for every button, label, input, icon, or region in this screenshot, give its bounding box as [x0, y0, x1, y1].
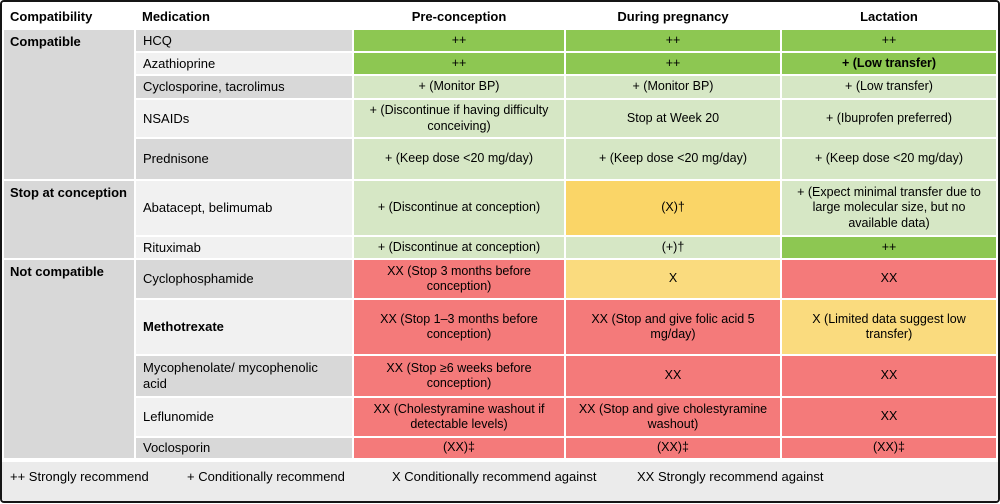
table-row-leflunomide: Leflunomide XX (Cholestyramine washout i…: [4, 398, 996, 436]
cell-pre-conception: XX (Cholestyramine washout if detectable…: [354, 398, 564, 436]
legend-strongly-recommend: ++ Strongly recommend: [10, 468, 149, 484]
medication-name: Mycophenolate/ mycophenolic acid: [136, 356, 352, 396]
column-header-pre-conception: Pre-conception: [354, 4, 564, 28]
cell-lactation: XX: [782, 398, 996, 436]
cell-pre-conception: XX (Stop 3 months before conception): [354, 260, 564, 298]
cell-pre-conception: ++: [354, 30, 564, 51]
medication-name: Cyclophosphamide: [136, 260, 352, 298]
header-row: Compatibility Medication Pre-conception …: [4, 4, 996, 28]
cell-lactation: ++: [782, 237, 996, 258]
cell-during-pregnancy: + (Monitor BP): [566, 76, 780, 98]
group-label-compatible: Compatible: [4, 30, 134, 179]
cell-pre-conception: ++: [354, 53, 564, 74]
cell-during-pregnancy: ++: [566, 53, 780, 74]
table-row-azathioprine: Azathioprine ++ ++ + (Low transfer): [4, 53, 996, 74]
group-label-stop-at-conception: Stop at conception: [4, 181, 134, 258]
cell-lactation: ++: [782, 30, 996, 51]
column-header-during-pregnancy: During pregnancy: [566, 4, 780, 28]
medication-name: Abatacept, belimumab: [136, 181, 352, 235]
cell-during-pregnancy: Stop at Week 20: [566, 100, 780, 137]
table-row-cyclophosphamide: Not compatible Cyclophosphamide XX (Stop…: [4, 260, 996, 458]
legend-bar: ++ Strongly recommend + Conditionally re…: [2, 459, 998, 501]
cell-lactation: XX: [782, 260, 996, 298]
table-row-prednisone: Prednisone + (Keep dose <20 mg/day) + (K…: [4, 139, 996, 179]
legend-conditionally-recommend-against: X Conditionally recommend against: [392, 468, 597, 484]
cell-during-pregnancy: XX: [566, 356, 780, 396]
cell-pre-conception: XX (Stop 1–3 months before conception): [354, 300, 564, 354]
legend-conditionally-recommend: + Conditionally recommend: [187, 468, 345, 484]
cell-pre-conception: + (Discontinue if having difficulty conc…: [354, 100, 564, 137]
cell-during-pregnancy: + (Keep dose <20 mg/day): [566, 139, 780, 179]
group-label-not-compatible: Not compatible: [4, 260, 134, 458]
cell-during-pregnancy: X: [566, 260, 780, 298]
column-header-lactation: Lactation: [782, 4, 996, 28]
cell-pre-conception: + (Discontinue at conception): [354, 237, 564, 258]
column-header-compatibility: Compatibility: [4, 4, 134, 28]
medication-name: Leflunomide: [136, 398, 352, 436]
cell-lactation: (XX)‡: [782, 438, 996, 458]
medication-name: Methotrexate: [136, 300, 352, 354]
cell-pre-conception: (XX)‡: [354, 438, 564, 458]
medication-name: Prednisone: [136, 139, 352, 179]
medication-name: NSAIDs: [136, 100, 352, 137]
table-row-cyclosporine-tacrolimus: Cyclosporine, tacrolimus + (Monitor BP) …: [4, 76, 996, 98]
medication-name: HCQ: [136, 30, 352, 51]
table-row-hcq: Compatible HCQ ++ ++ ++: [4, 30, 996, 179]
cell-pre-conception: + (Keep dose <20 mg/day): [354, 139, 564, 179]
cell-during-pregnancy: (+)†: [566, 237, 780, 258]
cell-during-pregnancy: XX (Stop and give folic acid 5 mg/day): [566, 300, 780, 354]
table-row-rituximab: Rituximab + (Discontinue at conception) …: [4, 237, 996, 258]
cell-lactation: + (Expect minimal transfer due to large …: [782, 181, 996, 235]
cell-during-pregnancy: (X)†: [566, 181, 780, 235]
cell-during-pregnancy: (XX)‡: [566, 438, 780, 458]
table-row-nsaids: NSAIDs + (Discontinue if having difficul…: [4, 100, 996, 137]
cell-lactation: + (Ibuprofen preferred): [782, 100, 996, 137]
cell-pre-conception: XX (Stop ≥6 weeks before conception): [354, 356, 564, 396]
medication-name: Voclosporin: [136, 438, 352, 458]
cell-during-pregnancy: ++: [566, 30, 780, 51]
cell-lactation: + (Low transfer): [782, 76, 996, 98]
cell-lactation: XX: [782, 356, 996, 396]
cell-pre-conception: + (Monitor BP): [354, 76, 564, 98]
legend-strongly-recommend-against: XX Strongly recommend against: [637, 468, 824, 484]
column-header-medication: Medication: [136, 4, 352, 28]
medication-name: Rituximab: [136, 237, 352, 258]
table-row-methotrexate: Methotrexate XX (Stop 1–3 months before …: [4, 300, 996, 354]
medication-compatibility-table: Compatibility Medication Pre-conception …: [2, 2, 998, 460]
cell-pre-conception: + (Discontinue at conception): [354, 181, 564, 235]
table-row-mycophenolate: Mycophenolate/ mycophenolic acid XX (Sto…: [4, 356, 996, 396]
medication-name: Cyclosporine, tacrolimus: [136, 76, 352, 98]
table-row-abatacept-belimumab: Stop at conception Abatacept, belimumab …: [4, 181, 996, 258]
table-row-voclosporin: Voclosporin (XX)‡ (XX)‡ (XX)‡: [4, 438, 996, 458]
cell-lactation: + (Keep dose <20 mg/day): [782, 139, 996, 179]
cell-lactation: X (Limited data suggest low transfer): [782, 300, 996, 354]
cell-during-pregnancy: XX (Stop and give cholestyramine washout…: [566, 398, 780, 436]
medication-name: Azathioprine: [136, 53, 352, 74]
cell-lactation: + (Low transfer): [782, 53, 996, 74]
